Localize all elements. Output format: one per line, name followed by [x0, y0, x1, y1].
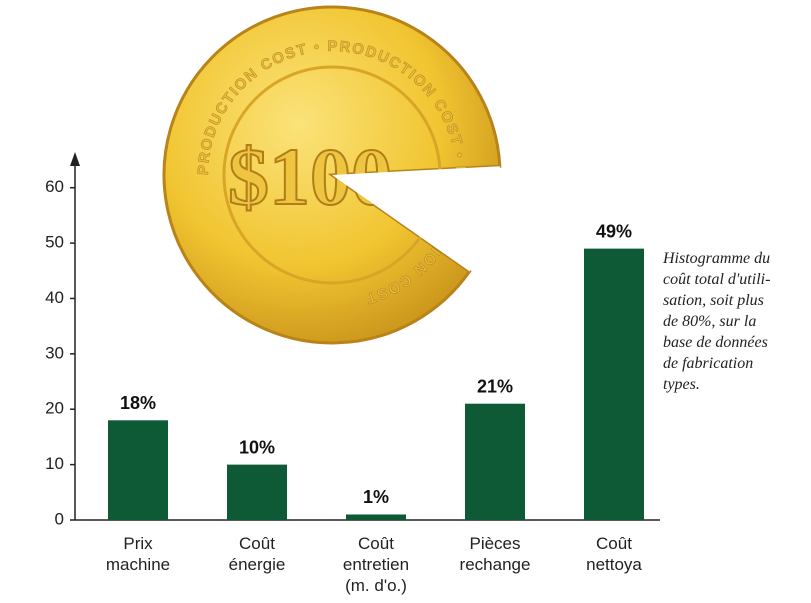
y-tick-label: 30 — [45, 343, 64, 362]
x-tick-label: Prix machine — [105, 534, 171, 574]
y-tick-label: 10 — [45, 454, 64, 473]
bar — [346, 514, 406, 520]
value-label: 49% — [596, 221, 632, 241]
bar — [465, 403, 525, 520]
value-label: 21% — [477, 376, 513, 396]
value-label: 10% — [239, 437, 275, 457]
y-tick-label: 20 — [45, 399, 64, 418]
x-tick-label: Coût nettoya — [586, 534, 642, 574]
y-tick-label: 60 — [45, 177, 64, 196]
bar — [584, 248, 644, 520]
value-label: 18% — [120, 393, 156, 413]
y-tick-label: 40 — [45, 288, 64, 307]
y-tick-label: 50 — [45, 233, 64, 252]
x-tick-label: Coût entretien (m. d'o.) — [342, 534, 410, 595]
x-tick-label: Pièces rechange — [459, 534, 531, 574]
value-label: 1% — [363, 487, 389, 507]
x-tick-label: Coût énergie — [228, 534, 286, 574]
bar — [227, 464, 287, 520]
annotation: Histogramme du coût total d'utili- satio… — [663, 250, 771, 393]
y-tick-label: 0 — [55, 509, 64, 528]
y-axis-arrow — [70, 152, 80, 166]
bar — [108, 420, 168, 520]
coin: PRODUCTION COST • PRODUCTION COST • PROD… — [162, 5, 502, 345]
